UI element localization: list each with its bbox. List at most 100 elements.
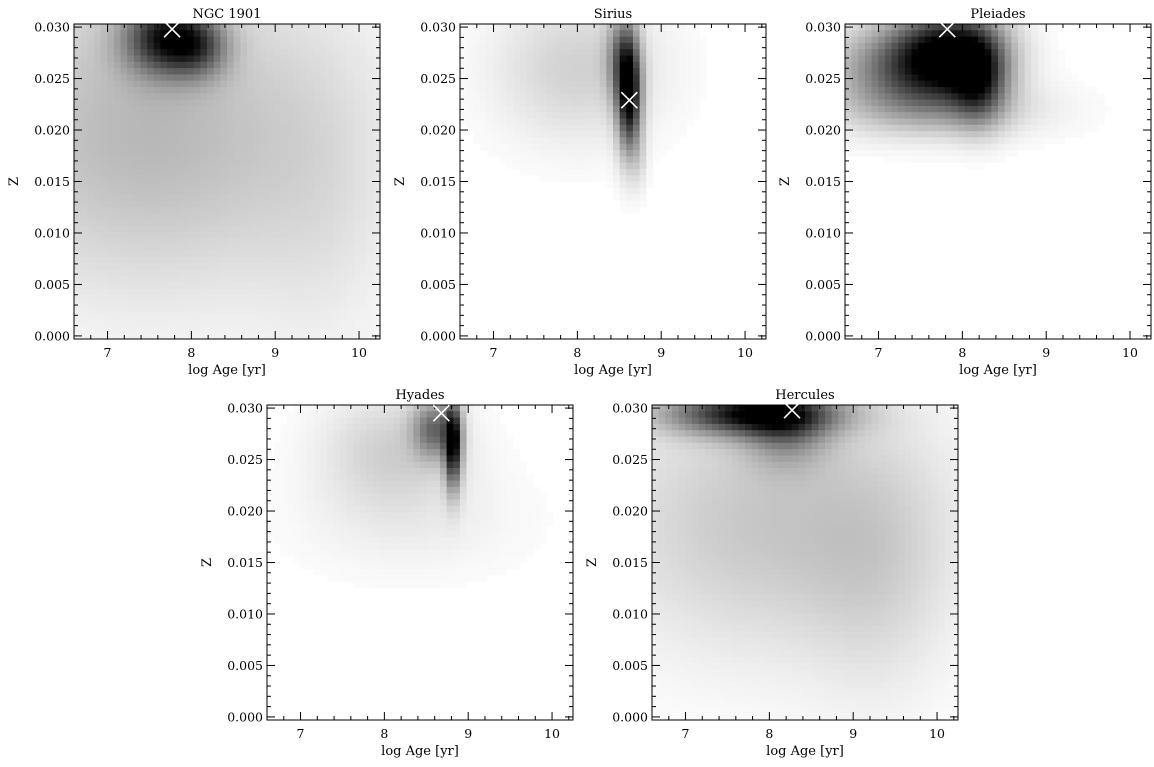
heatmap-cell [499, 42, 507, 50]
heatmap-cell [632, 156, 641, 163]
heatmap-cell [699, 49, 707, 56]
heatmap-cell [253, 294, 261, 302]
heatmap-cell [573, 112, 581, 119]
heatmap-cell [100, 313, 108, 321]
heatmap-cell [233, 162, 241, 170]
heatmap-cell [220, 231, 228, 239]
heatmap-cell [120, 87, 128, 94]
heatmap-cell [539, 105, 547, 113]
heatmap-cell [253, 124, 261, 132]
heatmap-cell [626, 42, 634, 50]
heatmap-cell [626, 131, 634, 138]
heatmap-cell [559, 131, 567, 138]
heatmap-cell [87, 263, 95, 271]
heatmap-cell [566, 175, 574, 182]
heatmap-cell [911, 150, 919, 157]
heatmap-cell [293, 486, 301, 494]
heatmap-cell [80, 231, 88, 239]
heatmap-cell [938, 55, 946, 63]
heatmap-cell [944, 131, 952, 138]
heatmap-cell [400, 531, 408, 538]
heatmap-cell [293, 301, 301, 308]
heatmap-cell [293, 543, 301, 551]
heatmap-cell [326, 307, 334, 315]
heatmap-cell [652, 80, 660, 88]
heatmap-cell [233, 87, 241, 94]
y-tick-label: 0.025 [420, 71, 456, 86]
heatmap-cell [313, 257, 321, 264]
heatmap-cell [227, 276, 235, 283]
heatmap-cell [173, 162, 181, 170]
heatmap-cell [380, 480, 388, 488]
heatmap-cell [593, 105, 601, 113]
heatmap-cell [313, 36, 321, 44]
heatmap-cell [373, 505, 381, 513]
heatmap-cell [871, 137, 879, 145]
heatmap-cell [93, 68, 102, 75]
heatmap-cell [147, 301, 155, 308]
heatmap-cell [373, 74, 381, 82]
heatmap-cell [333, 68, 341, 75]
heatmap-cell [486, 118, 494, 126]
heatmap-cell [998, 93, 1006, 100]
heatmap-cell [366, 474, 374, 481]
heatmap-cell [924, 36, 932, 44]
heatmap-cell [346, 556, 354, 563]
heatmap-cell [326, 68, 334, 75]
heatmap-cell [333, 118, 341, 126]
heatmap-cell [306, 137, 314, 145]
heatmap-cell [380, 411, 388, 418]
heatmap-cell [233, 156, 241, 163]
heatmap-cell [493, 24, 501, 31]
heatmap-cell [340, 568, 348, 576]
heatmap-cell [373, 250, 381, 258]
heatmap-cell [1097, 112, 1105, 119]
heatmap-cell [133, 269, 141, 277]
heatmap-cell [924, 87, 932, 94]
heatmap-cell [626, 175, 634, 182]
heatmap-cell [579, 74, 587, 82]
heatmap-cell [100, 263, 108, 271]
heatmap-cell [353, 423, 361, 431]
heatmap-cell [426, 575, 434, 582]
heatmap-cell [147, 30, 155, 37]
heatmap-cell [924, 124, 932, 132]
heatmap-cell [100, 282, 108, 289]
heatmap-cell [499, 105, 507, 113]
heatmap-cell [466, 99, 474, 107]
heatmap-cell [140, 42, 148, 50]
heatmap-cell [280, 442, 288, 450]
heatmap-cell [944, 124, 952, 132]
heatmap-cell [320, 455, 328, 463]
heatmap-cell [353, 194, 361, 201]
heatmap-cell [626, 168, 634, 176]
heatmap-cell [360, 238, 368, 245]
heatmap-cell [306, 150, 314, 157]
heatmap-cell [406, 417, 414, 425]
heatmap-cell [340, 61, 348, 69]
heatmap-cell [400, 562, 408, 570]
heatmap-cell [479, 118, 488, 126]
heatmap-cell [340, 30, 348, 37]
heatmap-cell [360, 49, 368, 56]
heatmap-cell [107, 288, 115, 296]
heatmap-cell [878, 49, 886, 56]
heatmap-cell [180, 225, 188, 233]
heatmap-cell [127, 124, 135, 132]
heatmap-cell [280, 49, 288, 56]
heatmap-cell [1004, 80, 1012, 88]
heatmap-cell [300, 131, 308, 138]
heatmap-cell [333, 99, 341, 107]
heatmap-cell [626, 118, 634, 126]
heatmap-cell [539, 99, 547, 107]
heatmap-cell [373, 194, 381, 201]
heatmap-cell [346, 187, 354, 195]
heatmap-cell [200, 313, 208, 321]
heatmap-cell [632, 118, 641, 126]
heatmap-cell [213, 80, 221, 88]
heatmap-cell [260, 49, 268, 56]
heatmap-cell [80, 194, 88, 201]
heatmap-cell [513, 118, 521, 126]
heatmap-cell [911, 137, 919, 145]
heatmap-cell [246, 244, 255, 252]
